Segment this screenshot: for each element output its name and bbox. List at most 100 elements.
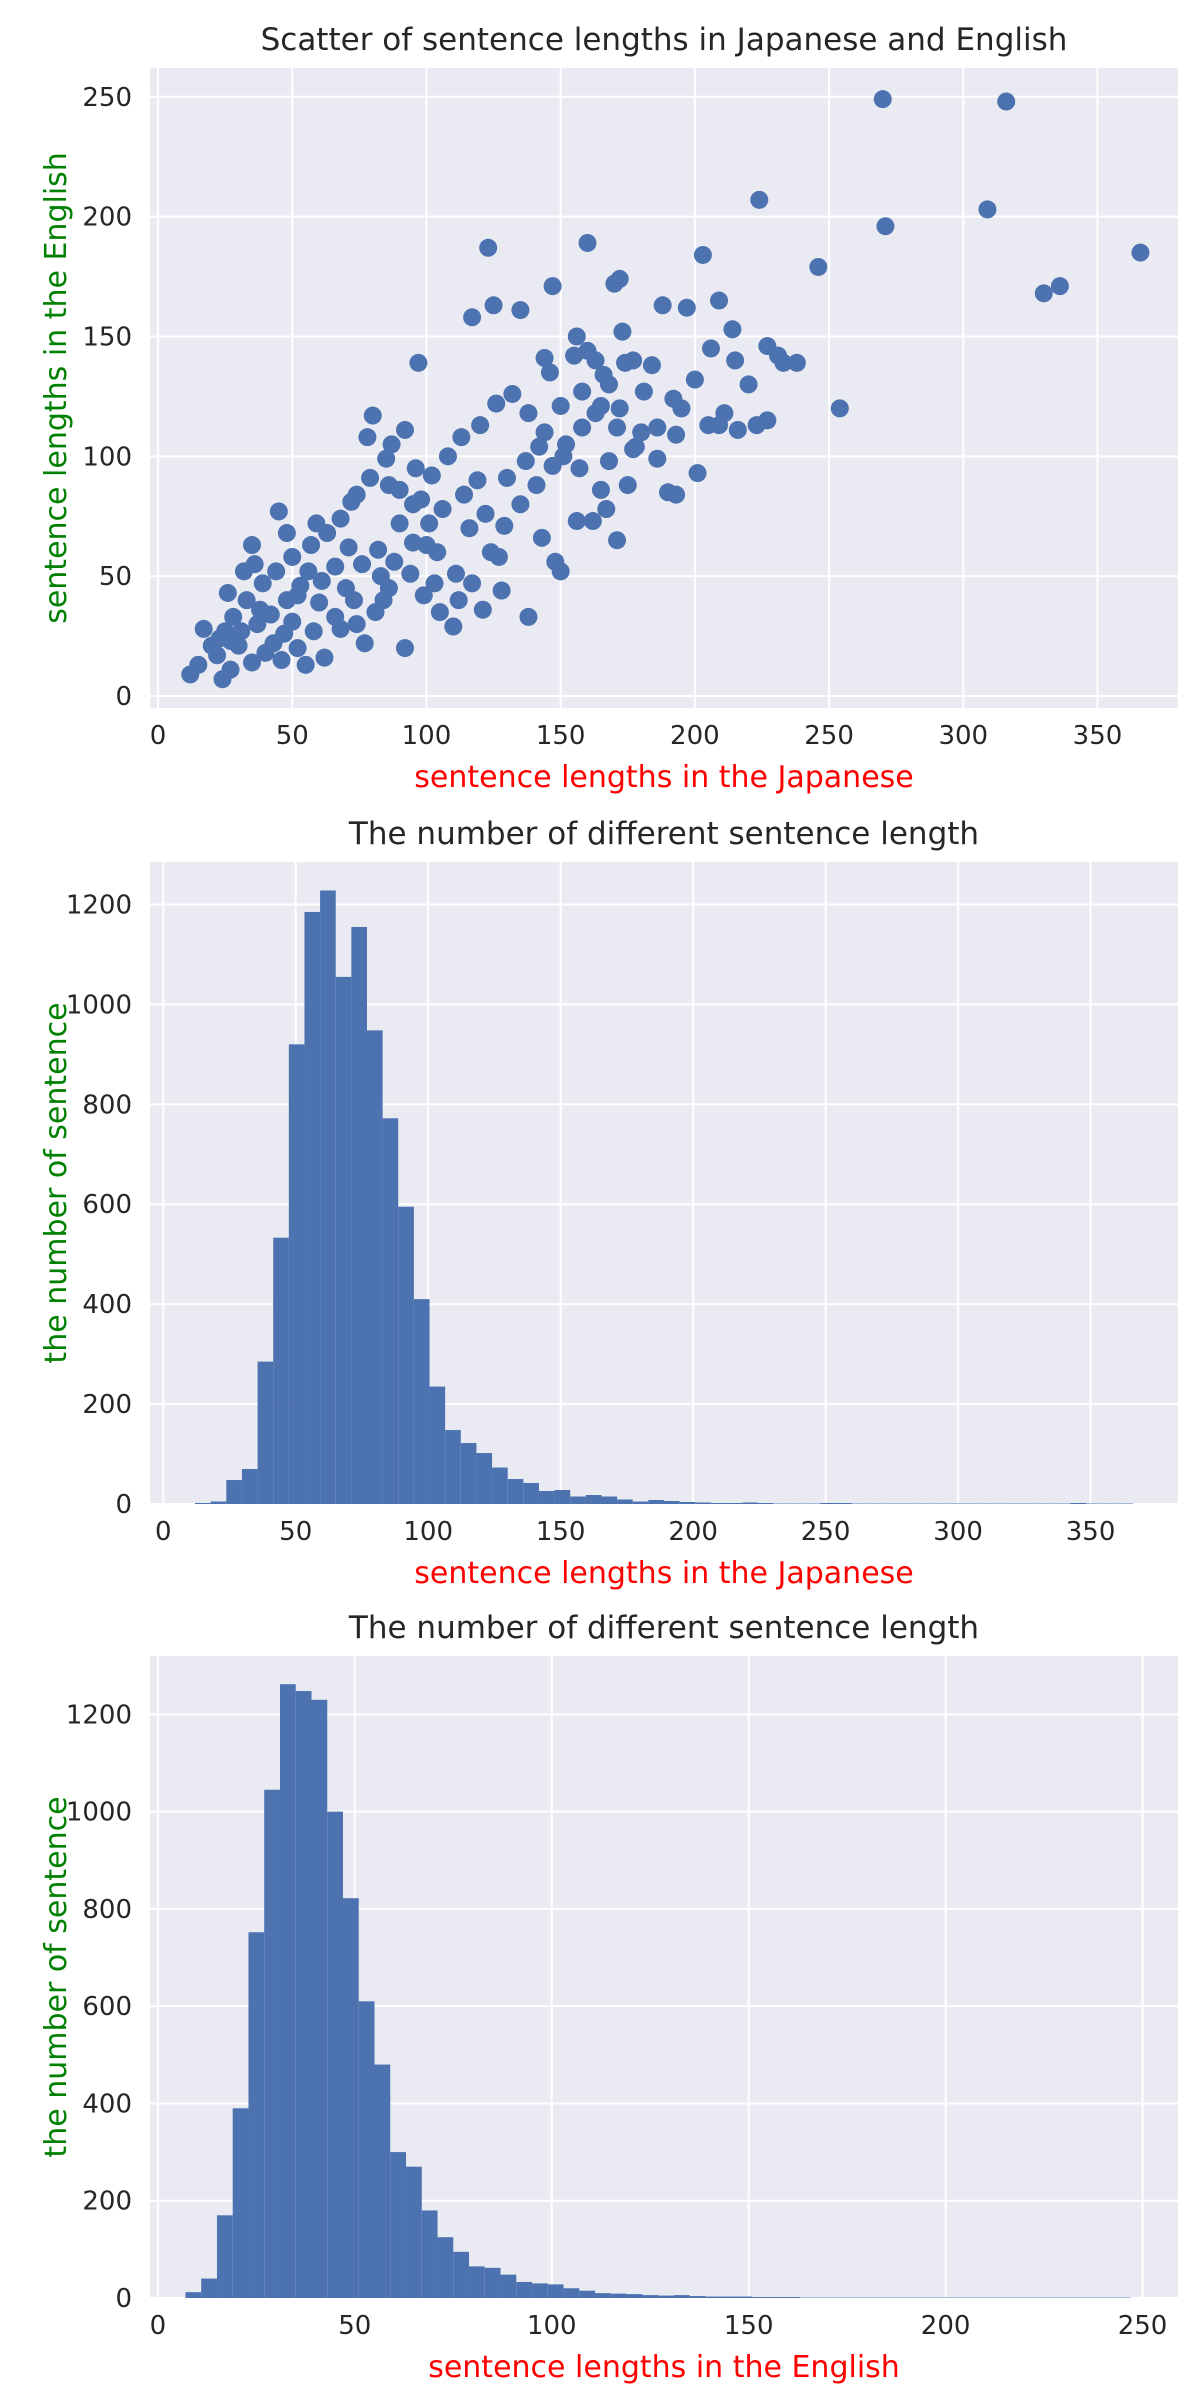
scatter-point bbox=[299, 562, 318, 581]
scatter-point bbox=[632, 423, 651, 442]
histogram-bar bbox=[304, 911, 321, 1504]
scatter-point bbox=[353, 555, 372, 574]
histogram-bar bbox=[342, 1898, 359, 2298]
scatter-point bbox=[304, 622, 323, 641]
histogram-bar bbox=[382, 1118, 399, 1504]
y-tick-label: 200 bbox=[82, 1390, 132, 1420]
y-tick-label: 0 bbox=[115, 1490, 132, 1520]
histogram-bar bbox=[421, 2210, 438, 2298]
histogram-bar bbox=[311, 1699, 328, 2298]
scatter-point bbox=[1050, 277, 1069, 296]
y-tick-label: 200 bbox=[82, 2187, 132, 2217]
scatter-point bbox=[210, 629, 229, 648]
scatter-point bbox=[567, 327, 586, 346]
scatter-point bbox=[648, 449, 667, 468]
histogram-bar bbox=[469, 2266, 485, 2298]
scatter-point bbox=[283, 547, 302, 566]
scatter-point bbox=[699, 416, 718, 435]
histogram-bar bbox=[736, 2296, 753, 2298]
histogram-bars bbox=[185, 1684, 1131, 2298]
scatter-point bbox=[873, 90, 892, 109]
scatter-point bbox=[685, 370, 704, 389]
histogram-bar bbox=[642, 2295, 659, 2298]
scatter-point bbox=[519, 607, 538, 626]
y-tick-label: 250 bbox=[82, 83, 132, 113]
scatter-point bbox=[385, 552, 404, 571]
chart-panel-2: 0 50 100 150 200 250 300 350 0 200 400 600 800 1000 12… bbox=[39, 816, 1178, 1591]
scatter-point bbox=[395, 639, 414, 658]
histogram-bar bbox=[579, 2290, 596, 2298]
y-tick-label: 800 bbox=[82, 1895, 132, 1925]
x-tick-label: 100 bbox=[403, 1517, 453, 1547]
histogram-bar bbox=[413, 1299, 430, 1504]
scatter-point bbox=[599, 452, 618, 471]
scatter-point bbox=[519, 404, 538, 423]
scatter-point bbox=[468, 471, 487, 490]
histogram-bars bbox=[195, 890, 1133, 1504]
scatter-point bbox=[269, 502, 288, 521]
scatter-point bbox=[428, 543, 447, 562]
histogram-bar bbox=[554, 1490, 571, 1504]
scatter-point bbox=[358, 428, 377, 447]
histogram-bar bbox=[617, 1499, 633, 1504]
histogram-bar bbox=[437, 2237, 454, 2298]
scatter-point bbox=[492, 581, 511, 600]
scatter-point bbox=[511, 301, 530, 320]
histogram-bar bbox=[648, 1500, 664, 1504]
y-tick-label: 600 bbox=[82, 1992, 132, 2022]
x-tick-label: 50 bbox=[276, 721, 309, 751]
scatter-point bbox=[302, 536, 321, 555]
x-tick-label: 100 bbox=[527, 2311, 577, 2341]
scatter-point bbox=[363, 406, 382, 425]
histogram-bar bbox=[492, 1467, 508, 1504]
histogram-bar bbox=[335, 976, 352, 1504]
histogram-bar bbox=[185, 2292, 202, 2298]
scatter-point bbox=[310, 593, 329, 612]
histogram-bar bbox=[279, 1684, 296, 2298]
y-axis-label: the number of sentence bbox=[39, 1002, 74, 1363]
x-tick-label: 0 bbox=[150, 721, 167, 751]
x-tick-label: 150 bbox=[536, 1517, 586, 1547]
scatter-point bbox=[758, 411, 777, 430]
scatter-point bbox=[395, 420, 414, 439]
scatter-point bbox=[248, 615, 267, 634]
histogram-bar bbox=[201, 2278, 217, 2298]
scatter-point bbox=[608, 418, 627, 437]
histogram-bar bbox=[248, 1932, 265, 2298]
scatter-point bbox=[473, 600, 492, 619]
scatter-point bbox=[830, 399, 849, 418]
histogram-bar bbox=[752, 2297, 769, 2298]
x-tick-label: 50 bbox=[338, 2311, 371, 2341]
chart-panel-1: 0 50 100 150 200 250 300 350 0 50 100 150 200 250 Scat… bbox=[39, 22, 1178, 795]
scatter-point bbox=[369, 540, 388, 559]
scatter-point bbox=[642, 356, 661, 375]
y-tick-label: 400 bbox=[82, 2089, 132, 2119]
scatter-point bbox=[688, 464, 707, 483]
scatter-point bbox=[489, 547, 508, 566]
scatter-point bbox=[739, 375, 758, 394]
scatter-point bbox=[449, 591, 468, 610]
histogram-bar bbox=[610, 2293, 627, 2298]
plot-area bbox=[150, 68, 1178, 708]
scatter-point bbox=[503, 384, 522, 403]
scatter-point bbox=[613, 322, 632, 341]
scatter-point bbox=[774, 353, 793, 372]
scatter-point bbox=[701, 339, 720, 358]
scatter-point bbox=[406, 459, 425, 478]
histogram-bar bbox=[195, 1503, 211, 1504]
scatter-point bbox=[624, 351, 643, 370]
scatter-point bbox=[463, 308, 482, 327]
histogram-bar bbox=[500, 2274, 517, 2298]
scatter-point bbox=[194, 619, 213, 638]
x-tick-label: 150 bbox=[536, 721, 586, 751]
scatter-point bbox=[366, 603, 385, 622]
scatter-point bbox=[404, 533, 423, 552]
x-tick-label: 250 bbox=[804, 721, 854, 751]
scatter-point bbox=[495, 516, 514, 535]
scatter-point bbox=[578, 233, 597, 252]
scatter-point bbox=[511, 495, 530, 514]
scatter-point bbox=[728, 420, 747, 439]
histogram-bar bbox=[673, 2295, 690, 2298]
histogram-bar bbox=[320, 890, 336, 1504]
